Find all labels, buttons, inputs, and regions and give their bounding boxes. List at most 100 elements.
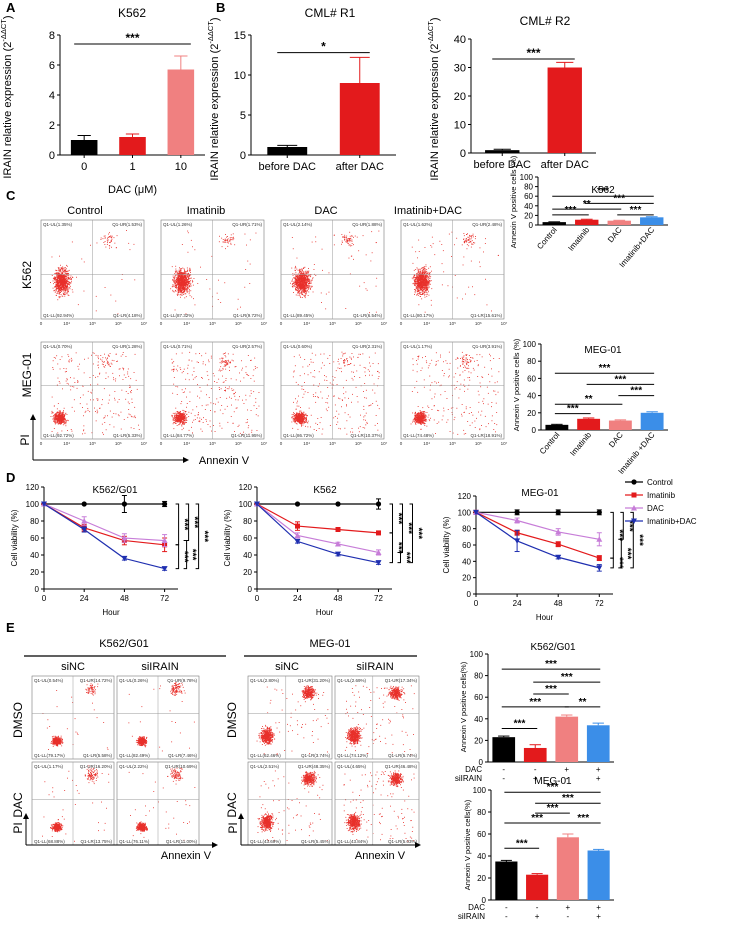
event-dot xyxy=(302,366,304,368)
data-point xyxy=(254,501,260,507)
event-dot xyxy=(226,363,228,365)
event-dot xyxy=(58,284,60,286)
event-dot xyxy=(344,359,345,360)
event-dot xyxy=(175,290,176,292)
event-dot xyxy=(298,292,299,294)
event-dot xyxy=(107,362,109,364)
event-dot xyxy=(67,290,69,291)
event-dot xyxy=(299,290,300,291)
event-dot xyxy=(178,287,180,288)
event-dot xyxy=(180,281,182,283)
event-dot xyxy=(300,269,302,271)
event-dot xyxy=(91,392,93,394)
event-dot xyxy=(51,410,53,412)
event-dot xyxy=(123,368,125,369)
flow-x-tick: 10⁶ xyxy=(355,321,362,326)
event-dot xyxy=(298,277,300,279)
event-dot xyxy=(117,401,119,403)
event-dot xyxy=(189,281,191,283)
event-dot xyxy=(344,359,346,361)
event-dot xyxy=(182,419,184,421)
event-dot xyxy=(66,283,68,285)
significance-label: *** xyxy=(531,813,543,824)
event-dot xyxy=(55,357,56,359)
event-dot xyxy=(175,368,177,370)
event-dot xyxy=(219,422,221,424)
event-dot xyxy=(133,428,135,429)
event-dot xyxy=(92,375,94,376)
event-dot xyxy=(56,287,57,289)
event-dot xyxy=(64,283,66,285)
event-dot xyxy=(255,232,257,234)
event-dot xyxy=(295,288,297,290)
event-dot xyxy=(178,288,179,289)
event-dot xyxy=(302,282,303,284)
event-dot xyxy=(191,360,193,362)
event-dot xyxy=(306,276,308,278)
event-dot xyxy=(188,281,189,283)
bar xyxy=(526,874,549,900)
event-dot xyxy=(174,418,176,420)
event-dot xyxy=(174,270,176,272)
event-dot xyxy=(247,409,248,411)
event-dot xyxy=(297,277,299,279)
event-dot xyxy=(307,283,309,284)
event-dot xyxy=(297,287,299,289)
event-dot xyxy=(105,378,107,379)
event-dot xyxy=(226,239,228,240)
event-dot xyxy=(308,282,310,284)
event-dot xyxy=(189,280,191,282)
event-dot xyxy=(323,353,325,355)
event-dot xyxy=(106,239,108,241)
event-dot xyxy=(233,393,235,395)
event-dot xyxy=(297,285,299,287)
event-dot xyxy=(184,277,186,279)
event-dot xyxy=(303,295,305,297)
chart-title: K562/G01 xyxy=(530,642,575,653)
event-dot xyxy=(182,280,184,282)
event-dot xyxy=(302,285,304,287)
significance-label: *** xyxy=(125,31,139,45)
event-dot xyxy=(302,283,304,285)
y-tick-label: 30 xyxy=(454,63,466,75)
event-dot xyxy=(242,367,243,369)
event-dot xyxy=(298,282,300,284)
y-tick-label: 80 xyxy=(477,808,486,817)
event-dot xyxy=(186,273,188,275)
event-dot xyxy=(175,353,177,355)
event-dot xyxy=(229,240,231,242)
data-point xyxy=(121,535,128,541)
event-dot xyxy=(359,285,361,287)
row-sign: - xyxy=(502,774,505,783)
event-dot xyxy=(104,422,106,423)
event-dot xyxy=(108,245,110,246)
event-dot xyxy=(172,412,174,414)
y-axis-label: Cell viability (%) xyxy=(10,509,19,566)
event-dot xyxy=(131,402,133,403)
event-dot xyxy=(308,278,309,280)
event-dot xyxy=(59,422,60,424)
event-dot xyxy=(183,290,185,291)
event-dot xyxy=(182,392,184,393)
x-tick-label: 48 xyxy=(554,599,563,608)
event-dot xyxy=(64,420,66,421)
event-dot xyxy=(256,430,258,431)
event-dot xyxy=(58,286,60,288)
x-tick-label: 48 xyxy=(334,594,343,603)
series-line xyxy=(43,503,165,542)
event-dot xyxy=(298,284,300,286)
event-dot xyxy=(66,265,68,267)
event-dot xyxy=(62,270,64,271)
event-dot xyxy=(175,282,176,284)
bar xyxy=(586,725,610,762)
event-dot xyxy=(179,414,181,416)
event-dot xyxy=(224,361,226,363)
event-dot xyxy=(218,378,220,380)
event-dot xyxy=(110,241,112,242)
event-dot xyxy=(185,280,187,282)
event-dot xyxy=(58,269,60,271)
event-dot xyxy=(313,264,315,265)
event-dot xyxy=(243,403,245,404)
event-dot xyxy=(58,275,60,277)
